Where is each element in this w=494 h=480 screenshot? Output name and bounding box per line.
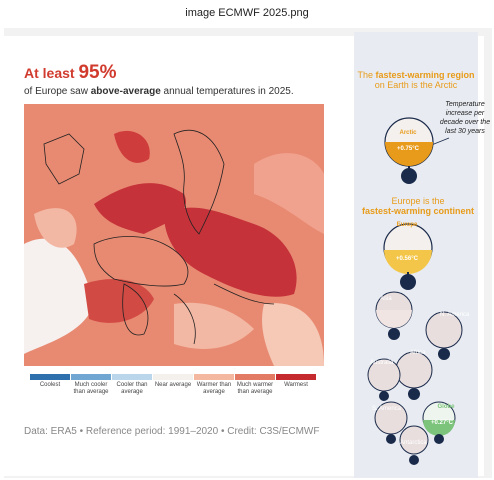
europe-heading-bold: fastest-warming continent [361,206,474,216]
legend-label: Coolest [39,382,61,388]
region-asia: Asia [380,296,392,302]
legend-label: Warmest [284,382,308,388]
footer-credit: Data: ERA5 • Reference period: 1991–2020… [24,426,320,437]
legend-swatch [153,374,193,380]
subline-before: of Europe saw [24,86,88,97]
europe-heading-1: Europe is the [391,196,445,206]
arctic-heading-bold: fastest-warming region [375,70,475,80]
map-legend: Coolest Much cooler than average Cooler th… [30,374,320,414]
europe-value: +0.56°C [396,256,418,262]
window-title: image ECMWF 2025.png [0,0,494,26]
arctic-value: +0.75°C [397,146,419,152]
arctic-label: Arctic [399,130,417,136]
legend-item: Much warmer than average [235,374,275,396]
subline-after: annual temperatures in 2025. [163,86,294,97]
legend-label: Much warmer than average [236,382,274,395]
legend-label: Near average [154,382,192,388]
europe-map [24,104,324,366]
legend-item: Cooler than average [112,374,152,396]
legend-label: Warmer than average [196,382,232,395]
subline: of Europe saw above-average annual tempe… [24,86,294,97]
arctic-heading-1: The [357,70,373,80]
globe-value: +0.27°C [431,420,453,426]
legend-swatch [235,374,275,380]
legend-item: Coolest [30,374,70,389]
subline-bold: above-average [90,86,161,97]
legend-label: Much cooler than average [73,382,109,395]
region-africa: Africa [410,350,426,356]
legend-item: Warmest [276,374,316,389]
legend-swatch [194,374,234,380]
legend-label: Cooler than average [116,382,148,395]
thermometer-graphic [367,117,463,465]
arctic-note: Temperature increase per decade over the… [439,101,491,135]
legend-swatch [71,374,111,380]
globe-label: Globe [437,404,455,410]
legend-swatch [30,374,70,380]
europe-label: Europe [396,222,418,228]
legend-swatch [112,374,152,380]
region-australia: Australia [370,360,394,366]
region-s-america: S. America [372,406,402,412]
headline: At least 95% [24,62,117,84]
region-n-america: N. America [440,312,470,318]
legend-item: Much cooler than average [71,374,111,396]
legend-item: Near average [153,374,193,389]
arctic-heading-2: on Earth is the Arctic [374,80,458,90]
legend-swatch [276,374,316,380]
headline-prefix: At least [24,65,75,81]
region-antarctica: Antarctica [400,440,427,446]
headline-value: 95% [78,62,117,83]
arctic-heading: The fastest-warming region on Earth is t… [356,70,476,90]
legend-item: Warmer than average [194,374,234,396]
europe-heading: Europe is the fastest-warming continent [356,196,480,216]
